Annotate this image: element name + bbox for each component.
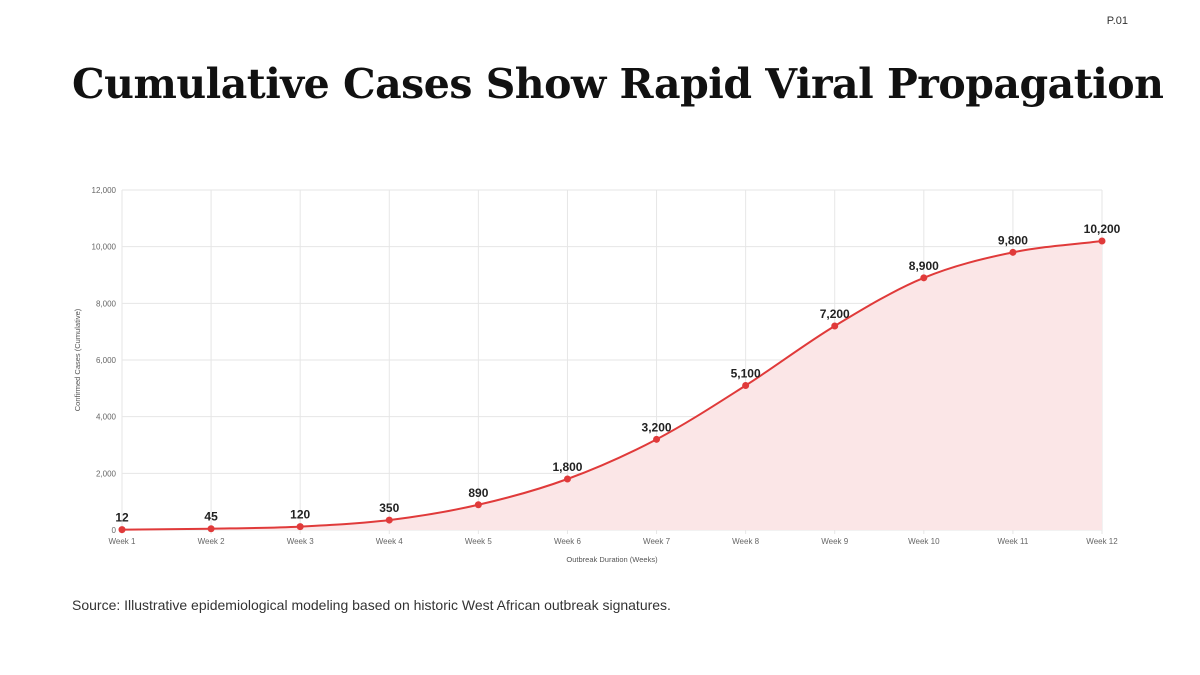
y-tick-label: 8,000 xyxy=(96,299,117,308)
data-point xyxy=(296,523,304,531)
x-tick-label: Week 1 xyxy=(109,537,137,546)
x-tick-label: Week 6 xyxy=(554,537,582,546)
series-line xyxy=(121,240,1103,531)
y-tick-label: 10,000 xyxy=(92,243,117,252)
x-tick-label: Week 9 xyxy=(821,537,849,546)
x-tick-label: Week 7 xyxy=(643,537,671,546)
data-point xyxy=(207,525,215,533)
data-point xyxy=(563,475,571,483)
y-axis-ticks: 0 2,000 4,000 6,000 8,000 10,000 12,000 xyxy=(92,186,117,535)
data-point xyxy=(653,435,661,443)
x-tick-label: Week 10 xyxy=(908,537,940,546)
data-label: 1,800 xyxy=(552,460,582,474)
data-point xyxy=(831,322,839,330)
data-point xyxy=(474,501,482,509)
y-tick-label: 6,000 xyxy=(96,356,117,365)
data-label: 9,800 xyxy=(998,233,1028,247)
x-tick-label: Week 12 xyxy=(1086,537,1118,546)
data-label: 12 xyxy=(115,511,129,525)
data-point xyxy=(1098,237,1106,245)
data-label: 5,100 xyxy=(731,367,761,381)
data-labels: 12 45 120 350 890 1,800 3,200 5,100 7,200 8,900 9,… xyxy=(115,222,1120,525)
y-tick-label: 0 xyxy=(112,526,117,535)
data-point xyxy=(385,516,393,524)
data-point xyxy=(920,274,928,282)
page-title: Cumulative Cases Show Rapid Viral Propag… xyxy=(72,60,1164,108)
data-label: 10,200 xyxy=(1084,222,1121,236)
y-tick-label: 4,000 xyxy=(96,413,117,422)
y-axis-title: Confirmed Cases (Cumulative) xyxy=(73,308,82,411)
y-tick-label: 12,000 xyxy=(92,186,117,195)
source-note: Source: Illustrative epidemiological mod… xyxy=(72,597,671,613)
data-point xyxy=(1009,248,1017,256)
data-label: 350 xyxy=(379,501,399,515)
x-axis-ticks: Week 1 Week 2 Week 3 Week 4 Week 5 Week 6 Week… xyxy=(109,537,1119,546)
data-point xyxy=(742,382,750,389)
data-label: 45 xyxy=(204,510,218,524)
data-label: 890 xyxy=(468,486,488,500)
x-tick-label: Week 8 xyxy=(732,537,760,546)
data-label: 3,200 xyxy=(642,420,672,434)
x-tick-label: Week 2 xyxy=(198,537,226,546)
data-label: 8,900 xyxy=(909,259,939,273)
data-point xyxy=(118,526,126,534)
x-tick-label: Week 4 xyxy=(376,537,404,546)
data-points xyxy=(118,237,1106,534)
y-tick-label: 2,000 xyxy=(96,469,117,478)
x-tick-label: Week 11 xyxy=(997,537,1028,546)
chart-svg: 12 45 120 350 890 1,800 3,200 5,100 7,200 8,900 9,… xyxy=(73,186,1121,564)
data-label: 120 xyxy=(290,508,310,522)
x-axis-title: Outbreak Duration (Weeks) xyxy=(566,555,658,564)
cumulative-cases-chart: 12 45 120 350 890 1,800 3,200 5,100 7,200 8,900 9,… xyxy=(60,175,1140,575)
x-tick-label: Week 5 xyxy=(465,537,493,546)
data-label: 7,200 xyxy=(820,307,850,321)
page-number: P.01 xyxy=(1106,15,1128,27)
x-tick-label: Week 3 xyxy=(287,537,315,546)
area-fill xyxy=(122,241,1102,530)
